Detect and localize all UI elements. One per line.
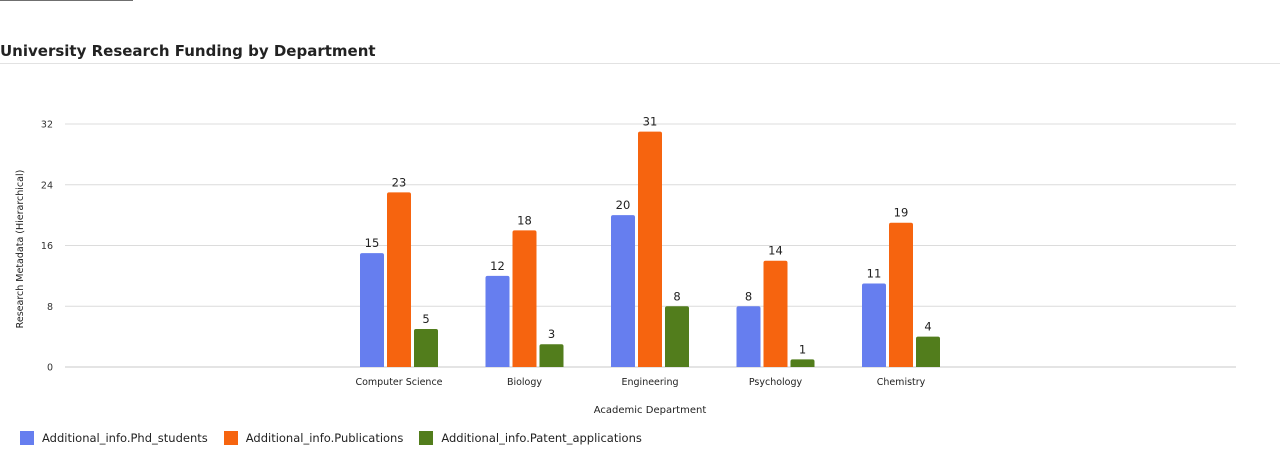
y-tick-label: 8 (47, 302, 53, 313)
bar (360, 253, 384, 367)
bar (387, 192, 411, 367)
bar (539, 344, 564, 367)
data-label: 1 (799, 342, 806, 356)
legend-label: Additional_info.Phd_students (42, 431, 208, 445)
top-rule (0, 0, 133, 1)
bars (360, 131, 940, 367)
data-label: 3 (548, 327, 555, 341)
legend-item[interactable]: Additional_info.Patent_applications (419, 431, 642, 445)
legend-item[interactable]: Additional_info.Phd_students (20, 431, 208, 445)
bar (763, 260, 788, 367)
bar (512, 230, 537, 367)
chart-title: University Research Funding by Departmen… (0, 42, 376, 60)
bar (638, 131, 662, 367)
legend-label: Additional_info.Publications (245, 431, 404, 445)
data-label: 20 (616, 198, 631, 212)
data-label: 12 (490, 259, 505, 273)
data-label: 11 (867, 266, 882, 280)
y-tick-label: 24 (41, 180, 53, 191)
data-label: 5 (422, 312, 429, 326)
bar (790, 359, 815, 367)
data-label: 18 (517, 213, 532, 227)
title-divider (0, 63, 1280, 64)
legend-item[interactable]: Additional_info.Publications (223, 431, 404, 445)
data-label: 14 (768, 244, 783, 258)
bar (665, 306, 689, 367)
x-tick-label: Biology (507, 377, 542, 388)
x-tick-label: Computer Science (355, 377, 442, 388)
y-tick-labels: 0 8 16 24 32 (41, 120, 53, 374)
data-label: 8 (673, 289, 680, 303)
y-tick-label: 16 (41, 241, 53, 252)
bar (862, 283, 886, 367)
data-label: 15 (365, 236, 380, 250)
x-tick-label: Engineering (622, 377, 679, 388)
legend-label: Additional_info.Patent_applications (441, 431, 642, 445)
x-tick-labels: Computer Science Biology Engineering Psycho… (355, 377, 925, 388)
data-label: 8 (745, 289, 752, 303)
x-tick-label: Psychology (749, 377, 803, 388)
bar (611, 215, 635, 367)
legend-swatch (20, 431, 34, 445)
data-label: 19 (894, 206, 909, 220)
y-axis-label: Research Metadata (Hierarchical) (15, 170, 26, 329)
y-tick-label: 32 (41, 120, 53, 131)
x-tick-label: Chemistry (877, 377, 926, 388)
legend: Additional_info.Phd_students Additional_i… (20, 431, 658, 445)
bar (736, 306, 761, 367)
data-label: 4 (924, 320, 931, 334)
bar (916, 336, 940, 367)
x-axis-label: Academic Department (594, 405, 707, 416)
data-label: 23 (392, 175, 407, 189)
data-label: 31 (643, 115, 658, 129)
legend-swatch (419, 431, 434, 445)
bar (414, 329, 438, 367)
y-tick-label: 0 (47, 363, 53, 374)
bar (485, 275, 510, 367)
bar (889, 222, 913, 367)
legend-swatch (223, 431, 238, 445)
